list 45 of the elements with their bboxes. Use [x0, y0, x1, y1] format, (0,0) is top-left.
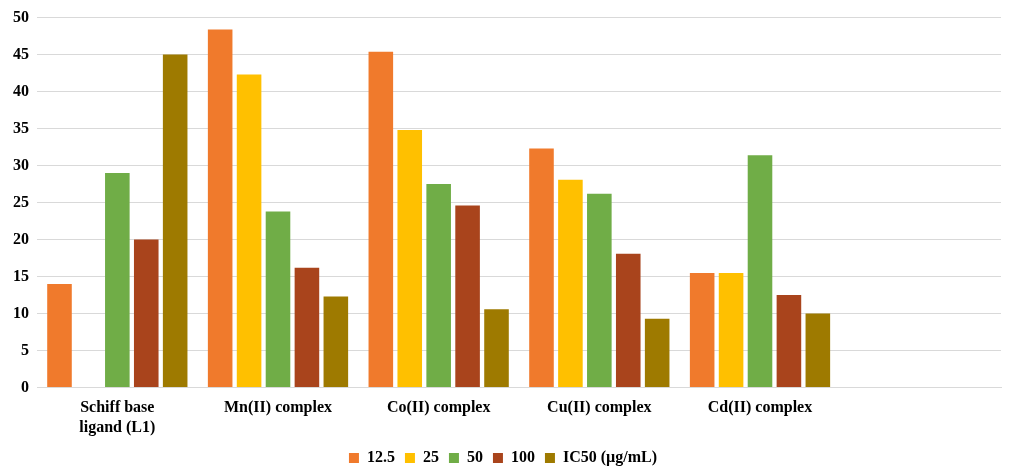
legend-label: 100	[510, 448, 535, 466]
y-tick-label: 30	[13, 155, 29, 173]
x-tick-label: Cu(II) complex	[547, 398, 652, 417]
legend-label: 50	[466, 448, 483, 466]
bar	[133, 239, 159, 388]
legend-label: 25	[422, 448, 439, 466]
bar	[718, 272, 744, 388]
legend-label: IC50 (µg/mL)	[562, 448, 658, 467]
y-tick-label: 25	[13, 192, 29, 210]
y-tick-label: 45	[13, 44, 29, 62]
y-tick-label: 10	[13, 303, 29, 321]
x-tick-label: Co(II) complex	[386, 398, 491, 417]
bar	[236, 74, 262, 388]
bar	[47, 284, 72, 388]
x-tick-label: Mn(II) complex	[224, 398, 332, 417]
x-tick-label: Cd(II) complex	[707, 398, 813, 417]
bar	[587, 193, 612, 388]
y-tick-label: 0	[21, 377, 29, 395]
bar	[294, 267, 320, 388]
bar	[323, 296, 349, 388]
bar	[776, 295, 802, 388]
legend-label: 12.5	[366, 448, 395, 466]
bar	[162, 54, 188, 388]
bar	[747, 155, 773, 388]
bar	[615, 253, 641, 388]
bar	[455, 205, 480, 388]
bar	[644, 318, 670, 388]
y-tick-label: 35	[13, 118, 29, 136]
bar	[105, 173, 130, 388]
y-tick-label: 50	[13, 7, 29, 25]
bar	[805, 313, 831, 388]
bar	[207, 29, 233, 388]
y-tick-label: 20	[13, 229, 29, 247]
y-tick-label: 40	[13, 81, 29, 99]
bar	[689, 272, 715, 388]
x-tick-label: Schiff base ligand (L1)	[79, 398, 156, 436]
bar	[397, 130, 423, 388]
bar	[529, 148, 554, 388]
y-tick-label: 15	[13, 266, 29, 284]
bar	[484, 309, 509, 388]
bar	[426, 184, 451, 388]
bar	[368, 51, 394, 388]
bar	[558, 179, 583, 388]
y-tick-label: 5	[21, 340, 29, 358]
bar	[265, 211, 291, 388]
